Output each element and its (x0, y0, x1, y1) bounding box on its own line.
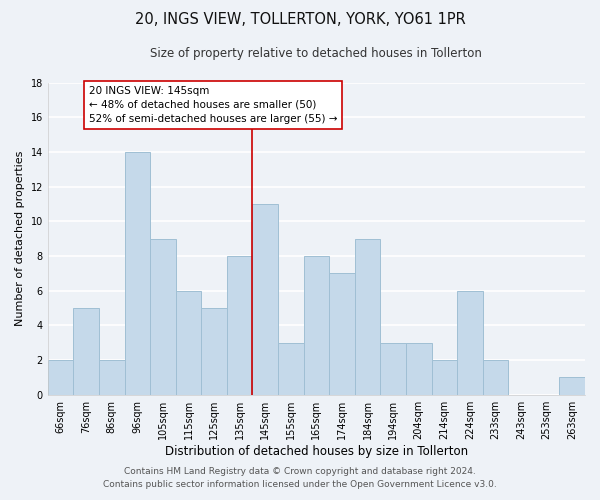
Bar (304, 256, 329, 394)
Bar (73, 308, 99, 394)
Text: 20, INGS VIEW, TOLLERTON, YORK, YO61 1PR: 20, INGS VIEW, TOLLERTON, YORK, YO61 1PR (134, 12, 466, 28)
X-axis label: Distribution of detached houses by size in Tollerton: Distribution of detached houses by size … (165, 444, 468, 458)
Bar (431, 360, 457, 394)
Bar (559, 378, 585, 394)
Y-axis label: Number of detached properties: Number of detached properties (15, 151, 25, 326)
Bar (201, 308, 227, 394)
Bar (48, 360, 73, 394)
Bar (99, 360, 125, 394)
Bar (355, 238, 380, 394)
Bar (278, 342, 304, 394)
Bar (380, 342, 406, 394)
Bar (482, 360, 508, 394)
Bar (227, 256, 253, 394)
Bar (329, 274, 355, 394)
Bar (406, 342, 431, 394)
Text: 20 INGS VIEW: 145sqm
← 48% of detached houses are smaller (50)
52% of semi-detac: 20 INGS VIEW: 145sqm ← 48% of detached h… (89, 86, 337, 124)
Bar (176, 290, 201, 395)
Bar (253, 204, 278, 394)
Text: Contains HM Land Registry data © Crown copyright and database right 2024.
Contai: Contains HM Land Registry data © Crown c… (103, 468, 497, 489)
Bar (125, 152, 150, 394)
Title: Size of property relative to detached houses in Tollerton: Size of property relative to detached ho… (151, 48, 482, 60)
Bar (457, 290, 482, 395)
Bar (150, 238, 176, 394)
